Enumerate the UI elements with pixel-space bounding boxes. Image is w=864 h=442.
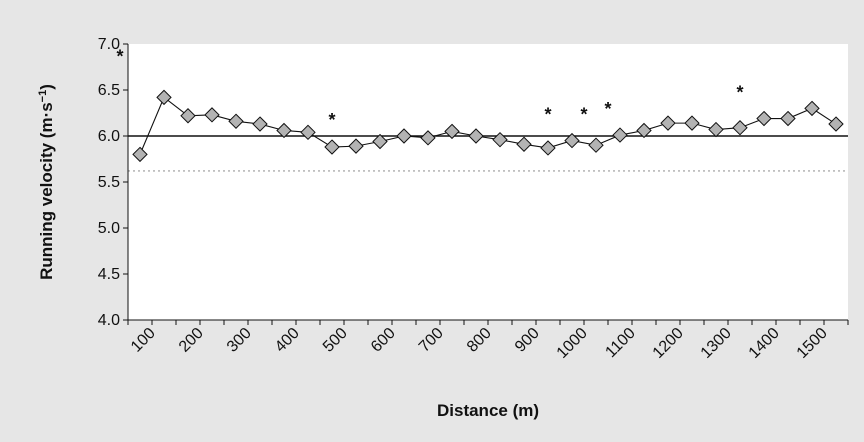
data-point-marker — [156, 89, 172, 106]
data-point-marker — [180, 108, 196, 124]
y-tick-label: 4.0 — [98, 312, 120, 329]
data-point-marker — [276, 122, 292, 139]
y-tick-label: 5.0 — [98, 220, 120, 237]
significance-asterisk: * — [580, 105, 587, 125]
data-point-marker — [204, 107, 220, 123]
data-point-marker — [396, 128, 412, 144]
significance-asterisk: * — [116, 46, 123, 66]
y-axis-title: Running velocity (m·s−1) — [37, 84, 56, 280]
data-point-marker — [492, 131, 508, 148]
data-point-marker — [564, 132, 580, 149]
y-tick-label: 6.5 — [98, 82, 120, 99]
data-point-marker — [516, 136, 532, 152]
data-point-marker — [468, 128, 484, 144]
data-point-marker — [804, 100, 820, 117]
series-markers — [132, 89, 844, 163]
data-point-marker — [612, 127, 628, 143]
y-tick-label: 7.0 — [98, 36, 120, 53]
data-point-marker — [660, 115, 676, 131]
y-tick-label: 4.5 — [98, 266, 120, 283]
significance-asterisk: * — [544, 105, 551, 125]
data-point-marker — [708, 121, 724, 138]
data-point-marker — [756, 110, 772, 127]
data-point-marker — [228, 113, 244, 129]
reference-lines — [128, 135, 848, 172]
significance-asterisk: * — [604, 99, 611, 119]
data-point-marker — [300, 124, 316, 141]
data-point-marker — [540, 140, 556, 156]
data-point-marker — [636, 122, 652, 139]
y-tick-label: 6.0 — [98, 128, 120, 145]
significance-asterisk: * — [736, 83, 743, 103]
data-point-marker — [372, 133, 388, 150]
data-point-marker — [324, 139, 340, 155]
data-point-marker — [252, 116, 268, 132]
data-point-marker — [732, 120, 748, 136]
data-point-marker — [780, 110, 796, 127]
data-point-marker — [420, 130, 436, 146]
data-point-marker — [588, 137, 604, 153]
y-tick-label: 5.5 — [98, 174, 120, 191]
significance-asterisk: * — [328, 110, 335, 130]
data-point-marker — [348, 138, 364, 154]
x-axis-title: Distance (m) — [437, 401, 539, 420]
data-point-marker — [444, 123, 460, 140]
data-point-marker — [132, 146, 148, 163]
data-point-marker — [684, 115, 700, 131]
y-axis-ticks: 4.0 4.5 5.0 5.5 6.0 6.5 7.0 — [98, 36, 128, 329]
data-point-marker — [828, 116, 844, 132]
plot-area — [128, 44, 848, 320]
significance-annotations: * * * * * * — [116, 46, 743, 130]
